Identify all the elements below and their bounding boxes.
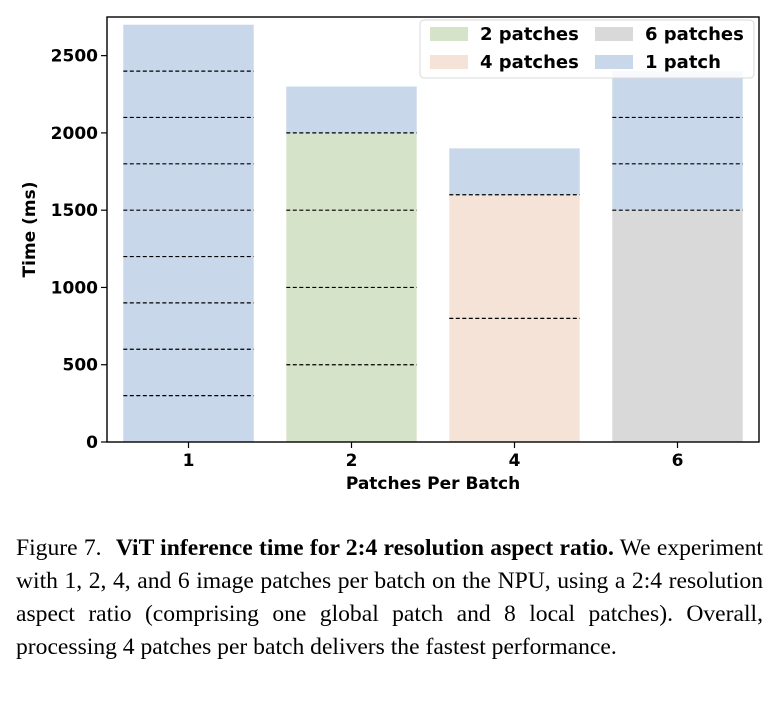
figure-caption: Figure 7. ViT inference time for 2:4 res… bbox=[16, 532, 763, 664]
y-tick-label: 1000 bbox=[51, 278, 98, 298]
y-axis: 0 500 1000 1500 2000 2500 bbox=[51, 47, 107, 453]
legend-swatch bbox=[430, 55, 468, 69]
bar-base-1 bbox=[123, 24, 254, 443]
figure-label: Figure 7. bbox=[16, 535, 102, 561]
x-axis: 1 2 4 6 bbox=[183, 442, 684, 471]
x-tick-label: 1 bbox=[183, 451, 195, 471]
bar-base-6 bbox=[612, 210, 743, 442]
legend: 2 patches 6 patches 4 patches 1 patch bbox=[419, 19, 755, 79]
legend-frame bbox=[419, 19, 755, 79]
x-tick-label: 4 bbox=[509, 451, 521, 471]
y-tick-label: 2000 bbox=[51, 124, 98, 144]
plot-frame bbox=[106, 16, 760, 443]
dash-lines-layer bbox=[123, 70, 743, 397]
legend-label: 2 patches bbox=[480, 24, 579, 45]
x-axis-label: Patches Per Batch bbox=[346, 474, 520, 494]
legend-swatch bbox=[595, 55, 633, 69]
figure-text: We experiment with 1, 2, 4, and 6 image … bbox=[16, 535, 763, 660]
legend-label: 6 patches bbox=[645, 24, 744, 45]
y-tick-label: 1500 bbox=[51, 201, 98, 221]
y-tick-label: 0 bbox=[86, 433, 98, 453]
y-tick-label: 2500 bbox=[51, 47, 98, 67]
legend-swatch bbox=[595, 27, 633, 41]
y-axis-label: Time (ms) bbox=[20, 182, 40, 278]
y-tick-label: 500 bbox=[63, 356, 99, 376]
legend-label: 4 patches bbox=[480, 52, 579, 73]
bars-layer bbox=[123, 24, 743, 443]
bar-top-4 bbox=[449, 148, 580, 195]
x-tick-label: 6 bbox=[672, 451, 684, 471]
bar-top-6 bbox=[612, 71, 743, 211]
figure-title: ViT inference time for 2:4 resolution as… bbox=[115, 535, 614, 561]
x-tick-label: 2 bbox=[346, 451, 358, 471]
bar-top-2 bbox=[286, 86, 417, 133]
legend-swatch bbox=[430, 27, 468, 41]
stacked-bar-chart: 0 500 1000 1500 2000 2500 1 2 4 6 Patches Per Ba… bbox=[20, 16, 760, 494]
legend-label: 1 patch bbox=[645, 52, 721, 73]
